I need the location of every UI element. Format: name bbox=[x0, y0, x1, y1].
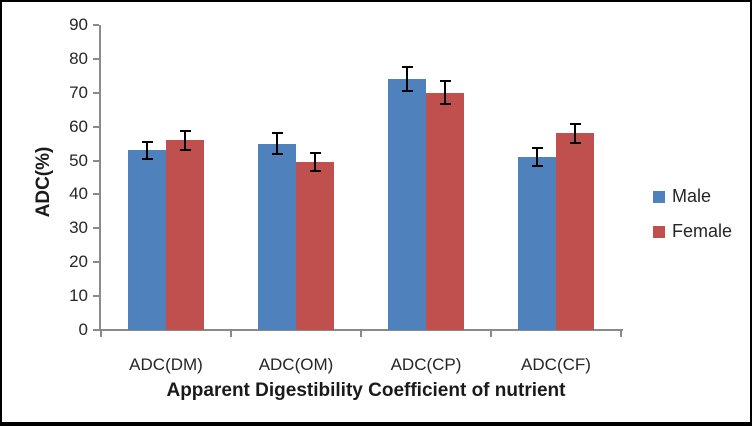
y-tick-label: 50 bbox=[69, 150, 88, 170]
y-tick-mark bbox=[93, 125, 99, 128]
y-tick-label: 10 bbox=[69, 286, 88, 306]
y-tick-mark bbox=[93, 24, 99, 26]
error-bar-female-adc-dm-line bbox=[184, 130, 186, 150]
legend-label-female: Female bbox=[672, 221, 733, 241]
x-axis-title: Apparent Digestibility Coefficient of nu… bbox=[166, 380, 566, 401]
error-bar-male-adc-cp-cap-top bbox=[401, 66, 413, 69]
bar-male-adc-cp bbox=[388, 79, 426, 330]
y-tick-label: 70 bbox=[69, 82, 88, 102]
error-bar-female-adc-cp-cap-top bbox=[439, 80, 451, 83]
y-tick-label: 40 bbox=[69, 184, 88, 204]
error-bar-female-adc-cp-line bbox=[444, 81, 446, 105]
x-category-label-adc-cp: ADC(CP) bbox=[390, 355, 462, 374]
x-axis-line bbox=[99, 329, 623, 331]
y-tick-mark bbox=[93, 295, 99, 298]
x-tick-mark bbox=[620, 331, 622, 337]
bar-male-adc-cf bbox=[518, 157, 556, 330]
error-bar-female-adc-om-cap-bottom bbox=[309, 170, 321, 173]
y-tick-mark bbox=[93, 159, 99, 162]
bar-female-adc-cp bbox=[426, 92, 464, 330]
error-bar-male-adc-dm-cap-bottom bbox=[141, 158, 153, 161]
bar-female-adc-om bbox=[296, 162, 334, 330]
bar-female-adc-dm bbox=[166, 140, 204, 330]
x-tick-mark bbox=[360, 331, 362, 337]
y-tick-mark bbox=[93, 261, 99, 264]
error-bar-female-adc-cp-cap-bottom bbox=[439, 103, 451, 106]
x-tick-mark bbox=[100, 331, 102, 337]
y-tick-mark bbox=[93, 193, 99, 196]
y-axis-title: ADC(%) bbox=[33, 146, 54, 218]
error-bar-female-adc-cf-line bbox=[574, 123, 576, 144]
error-bar-male-adc-cp-cap-bottom bbox=[401, 90, 413, 93]
error-bar-female-adc-dm-cap-top bbox=[179, 129, 191, 132]
x-category-label-adc-om: ADC(OM) bbox=[258, 355, 334, 374]
y-tick-label: 60 bbox=[69, 116, 88, 136]
error-bar-male-adc-dm-cap-top bbox=[141, 140, 153, 143]
error-bar-male-adc-cf-line bbox=[536, 148, 538, 166]
x-category-label-adc-dm: ADC(DM) bbox=[129, 355, 203, 374]
error-bar-male-adc-cf-cap-bottom bbox=[531, 164, 543, 167]
error-bar-female-adc-cf-cap-bottom bbox=[569, 142, 581, 145]
legend-swatch-female-icon bbox=[653, 225, 665, 238]
error-bar-female-adc-cf-cap-top bbox=[569, 122, 581, 125]
error-bar-female-adc-dm-cap-bottom bbox=[179, 148, 191, 151]
y-tick-mark bbox=[93, 91, 99, 94]
error-bar-female-adc-om-line bbox=[314, 153, 316, 172]
error-bar-male-adc-cf-cap-top bbox=[531, 147, 543, 150]
y-tick-mark bbox=[93, 57, 99, 60]
bar-female-adc-cf bbox=[556, 133, 594, 330]
y-tick-mark bbox=[93, 329, 99, 331]
x-category-label-adc-cf: ADC(CF) bbox=[521, 355, 591, 374]
legend-swatch-male-icon bbox=[653, 190, 665, 203]
bar-male-adc-om bbox=[258, 143, 296, 330]
x-tick-mark bbox=[490, 331, 492, 337]
error-bar-male-adc-om-cap-top bbox=[271, 132, 283, 135]
legend-label-male: Male bbox=[672, 186, 712, 206]
error-bar-male-adc-om-cap-bottom bbox=[271, 153, 283, 156]
error-bar-male-adc-dm-line bbox=[146, 141, 148, 160]
y-tick-mark bbox=[93, 227, 99, 230]
bar-male-adc-dm bbox=[128, 150, 166, 330]
y-tick-label: 90 bbox=[69, 15, 88, 34]
legend-item-male: Male bbox=[653, 187, 732, 206]
error-bar-male-adc-cp-line bbox=[406, 67, 408, 92]
error-bar-female-adc-om-cap-top bbox=[309, 152, 321, 155]
legend-item-female: Female bbox=[653, 222, 732, 241]
y-axis-line bbox=[99, 25, 101, 331]
y-tick-label: 30 bbox=[69, 218, 88, 238]
y-tick-label: 20 bbox=[69, 252, 88, 272]
x-tick-mark bbox=[230, 331, 232, 337]
y-tick-label: 0 bbox=[78, 320, 88, 339]
legend: Male Female bbox=[653, 187, 732, 241]
error-bar-male-adc-om-line bbox=[276, 133, 278, 155]
y-tick-label: 80 bbox=[69, 48, 88, 68]
